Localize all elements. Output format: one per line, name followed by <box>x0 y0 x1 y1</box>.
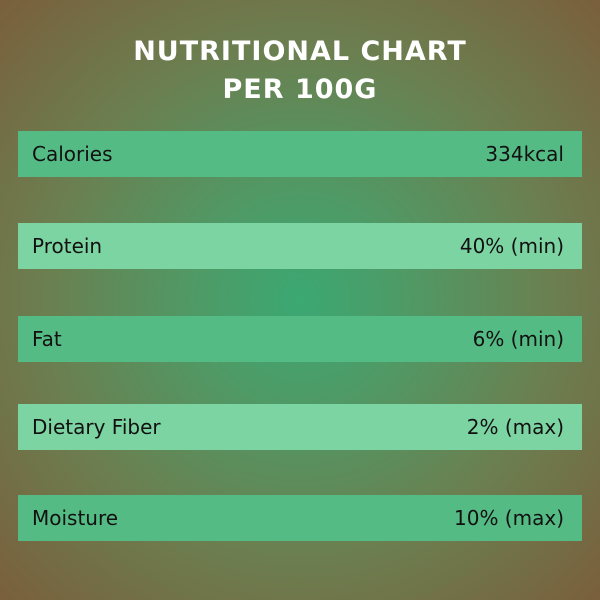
nutrient-name: Fat <box>32 327 62 351</box>
nutrient-row: Dietary Fiber 2% (max) <box>18 404 582 450</box>
subtitle: PER 100G <box>222 74 378 105</box>
nutrient-name: Dietary Fiber <box>32 415 161 439</box>
nutrient-row: Calories 334kcal <box>18 131 582 177</box>
nutrient-name: Protein <box>32 234 103 258</box>
nutrient-value: 10% (max) <box>454 506 564 530</box>
nutrient-value: 40% (min) <box>459 234 564 258</box>
nutrient-row: Fat 6% (min) <box>18 316 582 362</box>
nutrient-value: 2% (max) <box>466 415 564 439</box>
nutrient-name: Moisture <box>32 506 119 530</box>
nutrient-value: 334kcal <box>485 142 564 166</box>
nutrient-name: Calories <box>32 142 113 166</box>
nutrient-row: Moisture 10% (max) <box>18 495 582 541</box>
nutrient-row: Protein 40% (min) <box>18 223 582 269</box>
title: NUTRITIONAL CHART <box>133 36 467 67</box>
nutrient-value: 6% (min) <box>472 327 564 351</box>
